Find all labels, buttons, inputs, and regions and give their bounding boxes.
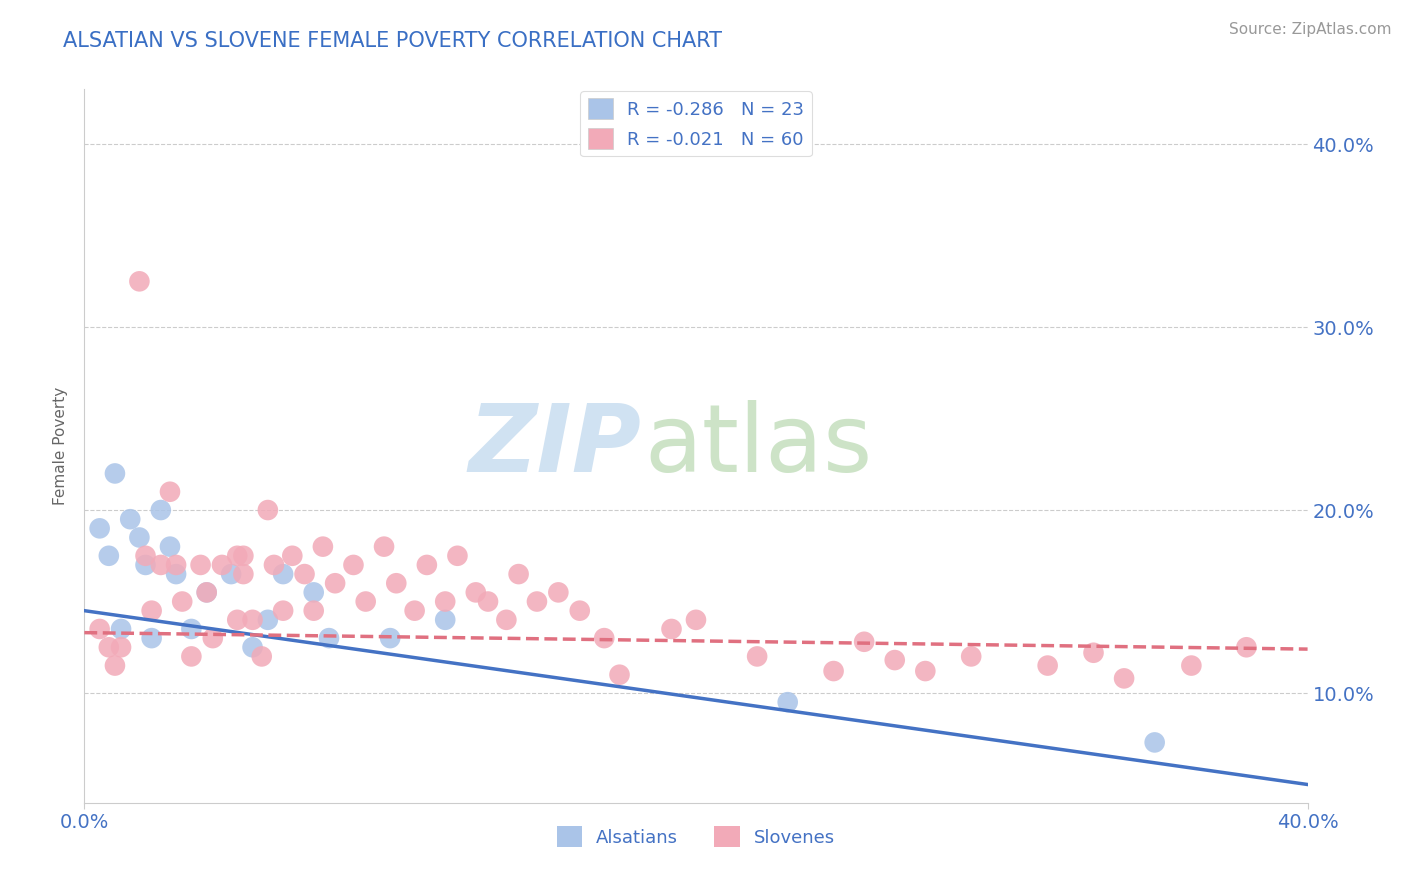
Point	[271, 604, 294, 618]
Point	[464, 585, 486, 599]
Point	[568, 604, 591, 618]
Point	[211, 558, 233, 572]
Point	[593, 631, 616, 645]
Point	[312, 540, 335, 554]
Point	[281, 549, 304, 563]
Point	[1180, 658, 1202, 673]
Point	[1036, 658, 1059, 673]
Point	[149, 558, 172, 572]
Point	[434, 613, 457, 627]
Point	[172, 594, 194, 608]
Point	[226, 549, 249, 563]
Point	[104, 467, 127, 481]
Point	[342, 558, 364, 572]
Point	[823, 664, 845, 678]
Point	[354, 594, 377, 608]
Point	[242, 613, 264, 627]
Point	[232, 567, 254, 582]
Point	[195, 585, 218, 599]
Point	[250, 649, 273, 664]
Point	[195, 585, 218, 599]
Point	[190, 558, 212, 572]
Point	[1143, 735, 1166, 749]
Point	[104, 658, 127, 673]
Point	[242, 640, 264, 655]
Point	[226, 613, 249, 627]
Point	[318, 631, 340, 645]
Point	[747, 649, 769, 664]
Point	[446, 549, 468, 563]
Point	[89, 521, 111, 535]
Text: atlas: atlas	[644, 400, 873, 492]
Point	[128, 531, 150, 545]
Point	[373, 540, 395, 554]
Point	[159, 540, 181, 554]
Point	[404, 604, 426, 618]
Point	[180, 649, 202, 664]
Point	[914, 664, 936, 678]
Point	[135, 558, 157, 572]
Point	[257, 613, 280, 627]
Point	[776, 695, 799, 709]
Point	[1114, 672, 1136, 686]
Point	[141, 604, 163, 618]
Point	[159, 484, 181, 499]
Point	[97, 549, 120, 563]
Point	[271, 567, 294, 582]
Point	[1083, 646, 1105, 660]
Point	[853, 634, 876, 648]
Point	[960, 649, 983, 664]
Point	[380, 631, 402, 645]
Point	[1236, 640, 1258, 655]
Point	[219, 567, 242, 582]
Point	[165, 567, 187, 582]
Point	[97, 640, 120, 655]
Point	[149, 503, 172, 517]
Point	[609, 667, 631, 681]
Point	[302, 604, 325, 618]
Point	[257, 503, 280, 517]
Point	[323, 576, 346, 591]
Point	[477, 594, 499, 608]
Point	[495, 613, 517, 627]
Point	[135, 549, 157, 563]
Point	[661, 622, 683, 636]
Point	[294, 567, 316, 582]
Point	[685, 613, 707, 627]
Point	[416, 558, 439, 572]
Point	[128, 274, 150, 288]
Text: Source: ZipAtlas.com: Source: ZipAtlas.com	[1229, 22, 1392, 37]
Point	[110, 622, 132, 636]
Point	[385, 576, 408, 591]
Point	[89, 622, 111, 636]
Point	[180, 622, 202, 636]
Point	[434, 594, 457, 608]
Y-axis label: Female Poverty: Female Poverty	[53, 387, 69, 505]
Point	[201, 631, 224, 645]
Point	[110, 640, 132, 655]
Point	[165, 558, 187, 572]
Point	[302, 585, 325, 599]
Point	[547, 585, 569, 599]
Legend: Alsatians, Slovenes: Alsatians, Slovenes	[550, 819, 842, 855]
Point	[263, 558, 285, 572]
Point	[120, 512, 142, 526]
Point	[141, 631, 163, 645]
Point	[526, 594, 548, 608]
Point	[508, 567, 530, 582]
Text: ZIP: ZIP	[468, 400, 641, 492]
Text: ALSATIAN VS SLOVENE FEMALE POVERTY CORRELATION CHART: ALSATIAN VS SLOVENE FEMALE POVERTY CORRE…	[63, 31, 723, 51]
Point	[232, 549, 254, 563]
Point	[883, 653, 905, 667]
